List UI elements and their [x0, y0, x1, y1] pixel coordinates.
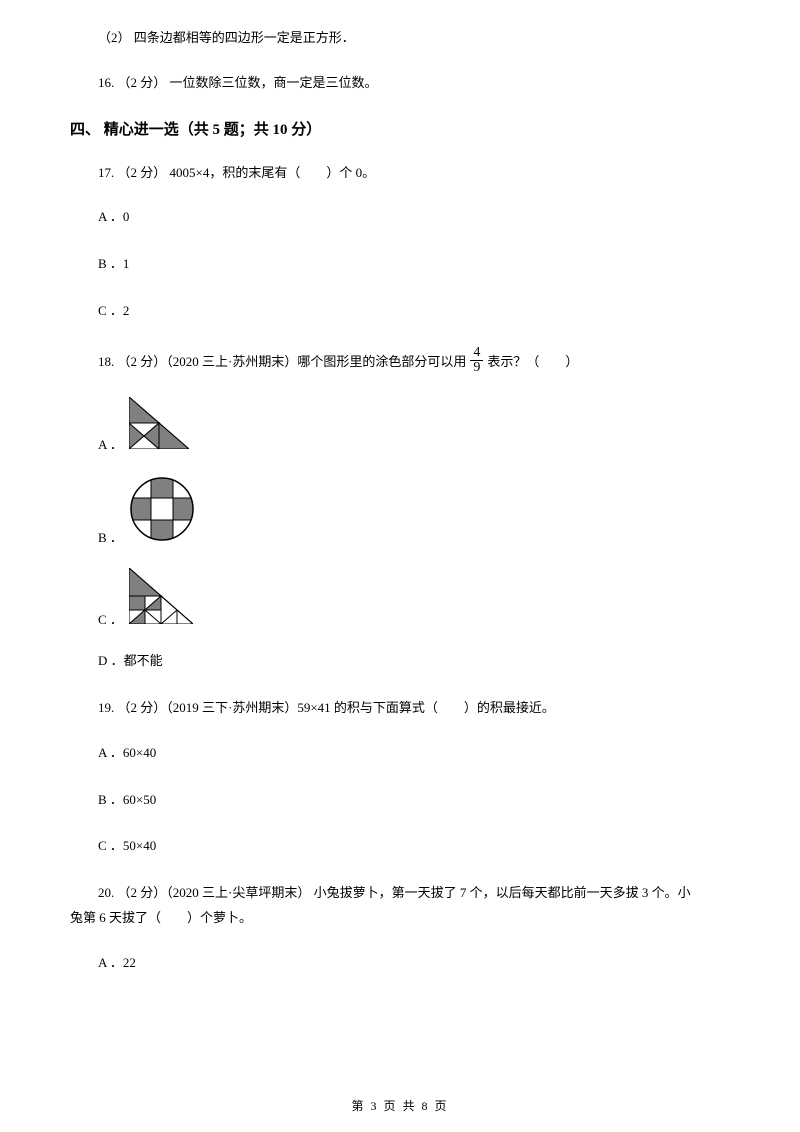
question-2-sub: （2） 四条边都相等的四边形一定是正方形． [70, 28, 730, 49]
page-footer: 第 3 页 共 8 页 [0, 1097, 800, 1114]
fraction-denominator: 9 [470, 361, 483, 375]
q17-option-b: B ．1 [70, 254, 730, 275]
q19-option-b: B ．60×50 [70, 790, 730, 811]
q17-option-c: C ．2 [70, 301, 730, 322]
q20-option-a: A ．22 [70, 953, 730, 974]
question-20-line1: 20. （2 分）（2020 三上·尖草坪期末） 小兔拔萝卜，第一天拔了 7 个… [70, 883, 730, 904]
q18-option-c: C ． [70, 568, 730, 631]
triangle-shape-c-icon [129, 568, 193, 631]
q19-option-a: A ．60×40 [70, 743, 730, 764]
q18-optC-label: C ． [98, 610, 123, 631]
question-20-line2: 兔第 6 天拔了（ ）个萝卜。 [70, 908, 730, 929]
q18-optA-label: A ． [98, 435, 123, 456]
section-4-heading: 四、 精心进一选（共 5 题；共 10 分） [70, 118, 730, 139]
q18-prefix: 18. （2 分）（2020 三上·苏州期末）哪个图形里的涂色部分可以用 [98, 352, 466, 373]
fraction-4-9: 4 9 [470, 346, 483, 375]
question-19: 19. （2 分）（2019 三下·苏州期末）59×41 的积与下面算式（ ）的… [70, 698, 730, 719]
question-18: 18. （2 分）（2020 三上·苏州期末）哪个图形里的涂色部分可以用 4 9… [70, 348, 730, 377]
q18-option-d: D ．都不能 [70, 651, 730, 672]
q17-option-a: A ．0 [70, 207, 730, 228]
q18-option-b: B ． [70, 476, 730, 549]
q18-suffix: 表示？（ ） [487, 352, 578, 373]
question-17: 17. （2 分） 4005×4，积的末尾有（ ）个 0。 [70, 163, 730, 184]
circle-grid-shape-b-icon [129, 476, 195, 549]
q19-option-c: C ．50×40 [70, 836, 730, 857]
q18-optB-label: B ． [98, 528, 123, 549]
q18-option-a: A ． [70, 397, 730, 456]
triangle-shape-a-icon [129, 397, 189, 456]
fraction-numerator: 4 [470, 346, 483, 361]
question-16: 16. （2 分） 一位数除三位数，商一定是三位数。 [70, 73, 730, 94]
